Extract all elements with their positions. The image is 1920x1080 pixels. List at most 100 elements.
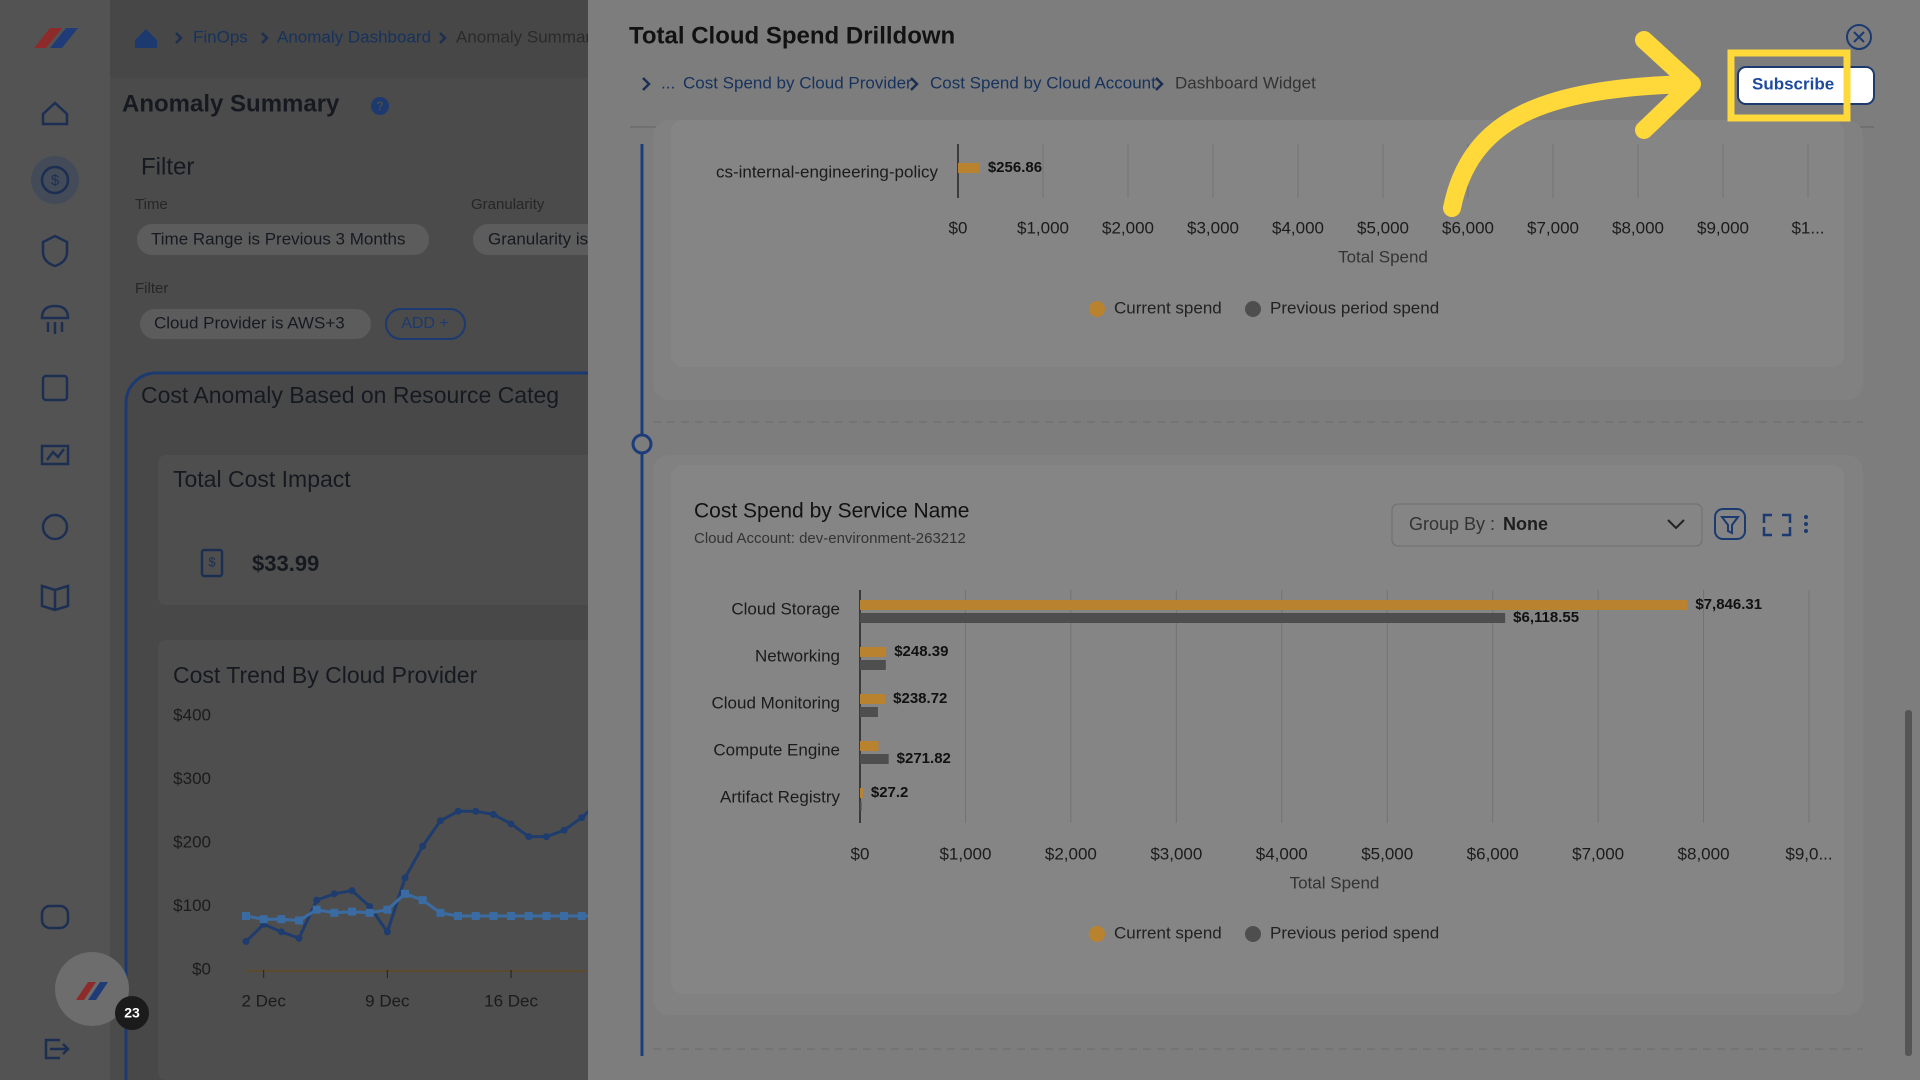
bar (860, 613, 1506, 623)
filter-button[interactable] (1714, 508, 1746, 540)
chat-launcher[interactable] (55, 952, 129, 1026)
chip[interactable] (137, 224, 429, 255)
nav-docs[interactable] (40, 584, 70, 612)
nav-home[interactable] (41, 101, 69, 126)
bar (860, 801, 862, 811)
field-label: Granularity (471, 196, 545, 213)
sidebar-icons: $ (31, 101, 79, 1060)
nav-reports[interactable] (40, 444, 70, 466)
bar (958, 163, 980, 173)
nav-logout[interactable] (44, 1038, 70, 1060)
x-tick-label: $4,000 (1256, 844, 1308, 863)
trend-card (158, 640, 658, 1080)
service-chart: $0 $1,000 $2,000 $3,000 $4,000 $5,000 $6,000 $7… (711, 590, 1833, 942)
breadcrumb-link[interactable]: Anomaly Dashboard (277, 27, 431, 46)
subscribe-button[interactable] (1737, 66, 1875, 105)
x-tick-label: 16 Dec (484, 991, 538, 1010)
point (242, 937, 250, 945)
point (454, 807, 462, 815)
x-tick-label: $4,000 (1272, 218, 1324, 237)
account-chart: $0 $1,000 $2,000 $3,000 $4,000 $5,000 $6,000 $7… (716, 144, 1825, 317)
point (471, 912, 480, 921)
nav-settings[interactable] (41, 513, 69, 541)
add-button[interactable] (385, 308, 466, 340)
header-bar (110, 0, 588, 78)
x-tick-label: $7,000 (1572, 844, 1624, 863)
nav-cloud[interactable] (40, 304, 70, 334)
filter-title: Filter (141, 153, 194, 180)
home-icon[interactable] (135, 29, 157, 48)
drawer-title: Total Cloud Spend Drilldown (629, 22, 955, 49)
value-label: $7,846.31 (1695, 596, 1762, 613)
breadcrumb-link[interactable]: Cost Spend by Cloud Account (930, 73, 1156, 92)
point (277, 928, 285, 936)
point (472, 807, 480, 815)
nav-finops[interactable]: $ (40, 165, 70, 195)
timeline-node[interactable] (631, 433, 653, 455)
x-tick-label: $2,000 (1102, 218, 1154, 237)
chip[interactable] (140, 309, 371, 339)
widget-title: Cost Spend by Service Name (694, 500, 969, 523)
chevron (439, 32, 447, 44)
point (295, 934, 303, 942)
page-title: Anomaly Summary (122, 90, 340, 117)
x-tick-label: $0 (851, 844, 870, 863)
y-tick-label: $100 (173, 896, 211, 915)
bar (860, 788, 863, 798)
value-label: $248.39 (894, 643, 948, 660)
nav-chat[interactable] (40, 904, 70, 930)
x-tick-label: $8,000 (1612, 218, 1664, 237)
breadcrumb-link[interactable]: ... (661, 73, 675, 92)
bar (860, 660, 886, 670)
category-label: Cloud Monitoring (711, 693, 840, 712)
point (401, 889, 410, 898)
x-tick-label: $6,000 (1442, 218, 1494, 237)
help-icon[interactable]: ? (371, 97, 389, 115)
group-by-label: Group By : (1409, 514, 1495, 534)
point (560, 826, 568, 834)
expand-button[interactable] (1762, 513, 1792, 537)
breadcrumb-link[interactable]: FinOps (193, 27, 248, 46)
x-tick-label: $7,000 (1527, 218, 1579, 237)
point (436, 817, 444, 825)
value-label: $6,118.55 (1513, 609, 1579, 626)
point (242, 912, 250, 921)
bar (860, 741, 879, 751)
x-tick-label: $5,000 (1357, 218, 1409, 237)
point (401, 874, 409, 882)
chat-badge-count: 23 (124, 1005, 140, 1021)
card-title: Cost Anomaly Based on Resource Categ (141, 382, 559, 408)
bar (860, 754, 889, 764)
point (366, 903, 374, 910)
x-tick-label: $1,000 (939, 844, 991, 863)
value-label: $27.2 (871, 784, 909, 801)
axis-title: Total Spend (1290, 873, 1380, 892)
legend-label: Current spend (1114, 298, 1222, 317)
widget-card (671, 465, 1844, 994)
x-tick-label: $1... (1791, 218, 1824, 237)
group-by-select[interactable] (1391, 503, 1703, 547)
x-tick-label: $0 (949, 218, 968, 237)
x-tick-label: $5,000 (1361, 844, 1413, 863)
point (577, 912, 586, 921)
legend-swatch (1089, 926, 1105, 942)
more-button[interactable] (1804, 515, 1808, 533)
point (525, 833, 533, 841)
nav-compare[interactable] (41, 374, 69, 402)
x-tick-label: 2 Dec (241, 991, 286, 1010)
point (436, 908, 445, 917)
logo[interactable] (34, 28, 78, 48)
close-button[interactable] (1846, 24, 1872, 50)
x-tick-label: $3,000 (1187, 218, 1239, 237)
highlight-box (1727, 49, 1851, 122)
x-tick-label: $3,000 (1150, 844, 1202, 863)
category-label: Compute Engine (713, 740, 840, 759)
scrollbar[interactable] (1905, 710, 1912, 1056)
pointer-arrowhead (1635, 31, 1701, 139)
breadcrumb: FinOps Anomaly Dashboard Anomaly Summar (135, 27, 591, 48)
point (489, 912, 498, 921)
legend-label: Previous period spend (1270, 923, 1439, 942)
nav-security[interactable] (41, 234, 69, 268)
breadcrumb-link[interactable]: Cost Spend by Cloud Provider (683, 73, 912, 92)
value-label: $256.86 (988, 159, 1042, 176)
